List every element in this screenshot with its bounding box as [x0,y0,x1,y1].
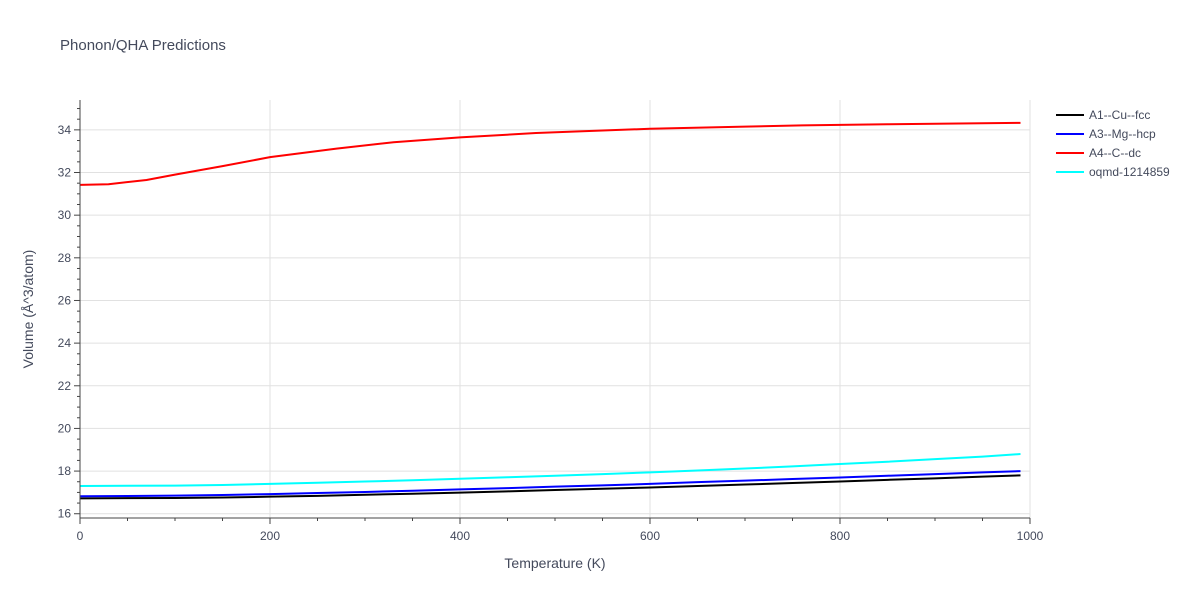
y-tick-label: 30 [58,208,72,222]
axes: 0 200 400 600 800 1000 16 18 20 22 24 26 28 30 32 34 [58,100,1044,543]
series-line-3 [79,453,1021,488]
series-line-2 [79,121,1021,186]
y-axis-title: Volume (Å^3/atom) [20,250,36,369]
legend-item-0[interactable]: A1--Cu--fcc [1056,108,1150,122]
legend-label: A4--C--dc [1089,146,1141,160]
legend-item-2[interactable]: A4--C--dc [1056,146,1141,160]
y-tick-label: 24 [58,336,72,350]
y-tick-label: 28 [58,251,72,265]
legend[interactable]: A1--Cu--fcc A3--Mg--hcp A4--C--dc oqmd-1214… [1056,108,1170,179]
x-tick-label: 1000 [1017,529,1044,543]
y-tick-label: 32 [58,166,72,180]
legend-item-1[interactable]: A3--Mg--hcp [1056,127,1156,141]
legend-label: A3--Mg--hcp [1089,127,1156,141]
y-tick-label: 22 [58,379,72,393]
legend-item-3[interactable]: oqmd-1214859 [1056,165,1170,179]
y-tick-label: 18 [58,464,72,478]
y-tick-label: 16 [58,507,72,521]
x-tick-label: 600 [640,529,660,543]
x-tick-label: 800 [830,529,850,543]
y-tick-label: 34 [58,123,72,137]
legend-label: oqmd-1214859 [1089,165,1170,179]
legend-label: A1--Cu--fcc [1089,108,1150,122]
y-tick-label: 20 [58,421,72,435]
x-axis-title: Temperature (K) [504,555,605,571]
x-tick-label: 0 [77,529,84,543]
grid [80,100,1031,518]
y-tick-label: 26 [58,293,72,307]
plot-area [79,121,1021,500]
x-tick-label: 400 [450,529,470,543]
chart-title: Phonon/QHA Predictions [60,37,226,54]
series-line-1 [79,470,1021,498]
series-line-0 [79,474,1021,500]
x-tick-label: 200 [260,529,280,543]
